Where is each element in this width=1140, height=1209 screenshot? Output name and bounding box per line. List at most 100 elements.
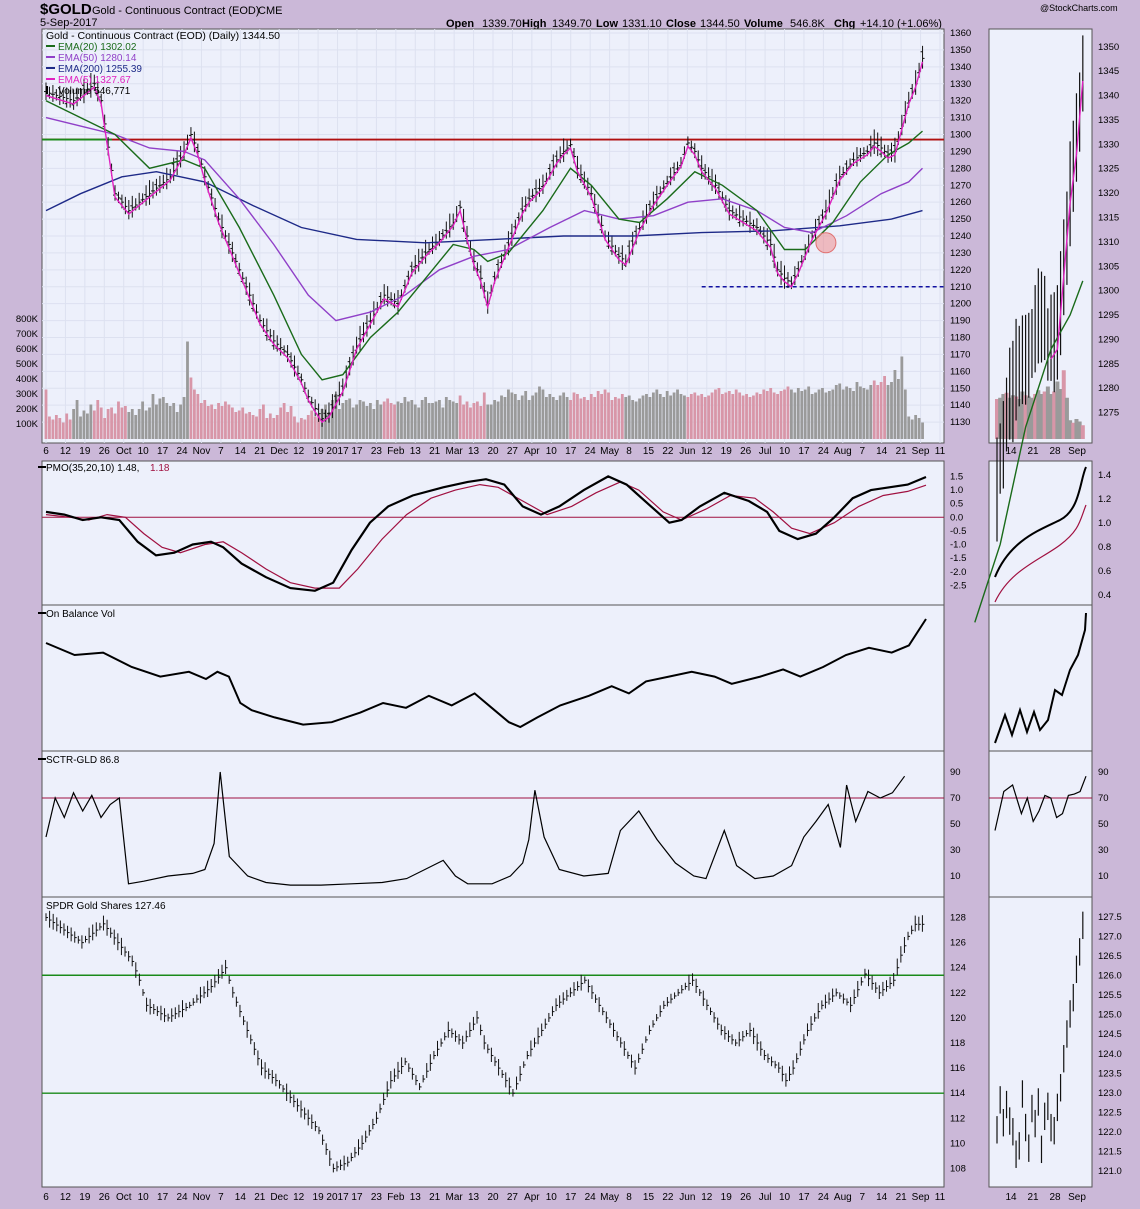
y-tick-gld: 114	[950, 1088, 965, 1099]
volume-bar	[651, 392, 655, 439]
zoom-ema20	[974, 280, 1084, 623]
x-label-main: 6	[43, 446, 49, 457]
zoom-volume-bar	[998, 397, 1003, 439]
y-tick-zoom-gld: 126.5	[1098, 951, 1122, 962]
volume-bar	[144, 410, 148, 439]
volume-bar	[434, 401, 438, 439]
volume-bar	[689, 394, 693, 439]
volume-bar	[562, 392, 566, 439]
volume-bar	[603, 389, 607, 439]
volume-bar	[475, 401, 479, 439]
volume-value: 546.8K	[790, 18, 826, 30]
volume-bar	[793, 392, 797, 439]
volume-bar	[393, 404, 396, 439]
x-label-main: Jun	[679, 446, 695, 457]
sctr-title-swatch	[38, 758, 46, 760]
x-label-main: 19	[721, 446, 733, 457]
x-label-main: 10	[546, 446, 558, 457]
volume-bar	[103, 418, 107, 439]
volume-bar	[907, 416, 911, 439]
volume-bar	[224, 401, 227, 439]
volume-bar	[548, 394, 552, 439]
volume-bar	[68, 419, 72, 439]
volume-bar	[441, 407, 445, 439]
x-label-main: 11	[935, 446, 946, 457]
volume-bar	[117, 401, 120, 439]
x-label-main: Dec	[270, 446, 288, 457]
x-label-main: 24	[818, 446, 830, 457]
zoom-volume-bar	[1049, 394, 1054, 439]
y-tick-pmo: 1.0	[950, 485, 963, 496]
volume-bar	[151, 394, 155, 439]
x-label-bottom: 19	[79, 1192, 91, 1203]
watermark: @StockCharts.com	[1040, 3, 1118, 13]
legend-title: Gold - Continuous Contract (EOD) (Daily)…	[46, 30, 280, 42]
y-tick-gld: 126	[950, 938, 966, 949]
x-label-bottom: Dec	[270, 1192, 288, 1203]
volume-bar	[631, 400, 635, 439]
legend-ema20: EMA(20) 1302.02	[58, 42, 137, 53]
volume-bar	[48, 416, 51, 439]
volume-bar	[206, 406, 210, 439]
x-label-bottom: 12	[701, 1192, 713, 1203]
volume-bar	[600, 394, 604, 439]
volume-bar	[838, 383, 842, 439]
volume-bar	[669, 395, 673, 439]
x-label-main: 17	[798, 446, 810, 457]
volume-bar	[576, 394, 579, 439]
x-label-main: 2017	[326, 446, 349, 457]
y-tick-volume: 400K	[16, 374, 39, 385]
volume-bar	[337, 409, 341, 439]
volume-bar	[593, 397, 597, 439]
y-tick-pmo: 0.0	[950, 512, 963, 523]
volume-bar	[862, 388, 866, 439]
volume-bar	[569, 400, 572, 439]
ema20-line	[45, 100, 923, 381]
zoom-volume-bar	[1039, 394, 1044, 439]
legend-ema50-swatch	[46, 56, 55, 58]
x-label-bottom: 21	[254, 1192, 266, 1203]
volume-bar	[472, 403, 476, 439]
volume-bar	[386, 398, 390, 439]
volume-bar	[710, 392, 714, 439]
x-label-bottom: 26	[99, 1192, 111, 1203]
volume-bar	[420, 400, 424, 439]
volume-bar	[748, 397, 752, 439]
volume-bar	[589, 394, 593, 439]
x-label-bottom: 17	[798, 1192, 810, 1203]
volume-bar	[413, 404, 417, 439]
volume-bar	[745, 394, 748, 439]
x-label-bottom: 15	[643, 1192, 655, 1203]
y-tick-main: 1200	[950, 299, 971, 310]
y-tick-pmo: -0.5	[950, 526, 966, 537]
volume-bar	[244, 413, 248, 439]
volume-bar	[607, 392, 610, 439]
y-tick-sctr: 50	[950, 819, 961, 830]
y-tick-main: 1360	[950, 28, 971, 39]
y-tick-main: 1210	[950, 282, 971, 293]
pmo-title-swatch	[38, 466, 46, 468]
volume-bar	[655, 389, 659, 439]
volume-bar	[427, 403, 431, 439]
x-label-main: 21	[254, 446, 266, 457]
x-label-main: Apr	[524, 446, 540, 457]
volume-bar	[213, 409, 217, 439]
panel-pmo	[41, 460, 945, 606]
x-label-main: 13	[468, 446, 480, 457]
volume-bar	[279, 407, 283, 439]
volume-bar	[400, 403, 403, 439]
volume-bar	[382, 401, 386, 439]
y-tick-zoom-main: 1340	[1098, 91, 1119, 102]
volume-bar	[638, 398, 641, 439]
volume-bar	[755, 392, 759, 439]
volume-bar	[286, 412, 289, 439]
y-tick-gld: 108	[950, 1163, 966, 1174]
y-tick-zoom-pmo: 1.0	[1098, 518, 1111, 529]
volume-bar	[803, 389, 807, 439]
volume-bar	[831, 389, 835, 439]
y-tick-zoom-main: 1310	[1098, 237, 1119, 248]
y-tick-zoom-sctr: 30	[1098, 845, 1109, 856]
y-tick-gld: 110	[950, 1138, 965, 1149]
volume-bar	[714, 389, 717, 439]
volume-bar	[61, 422, 65, 439]
